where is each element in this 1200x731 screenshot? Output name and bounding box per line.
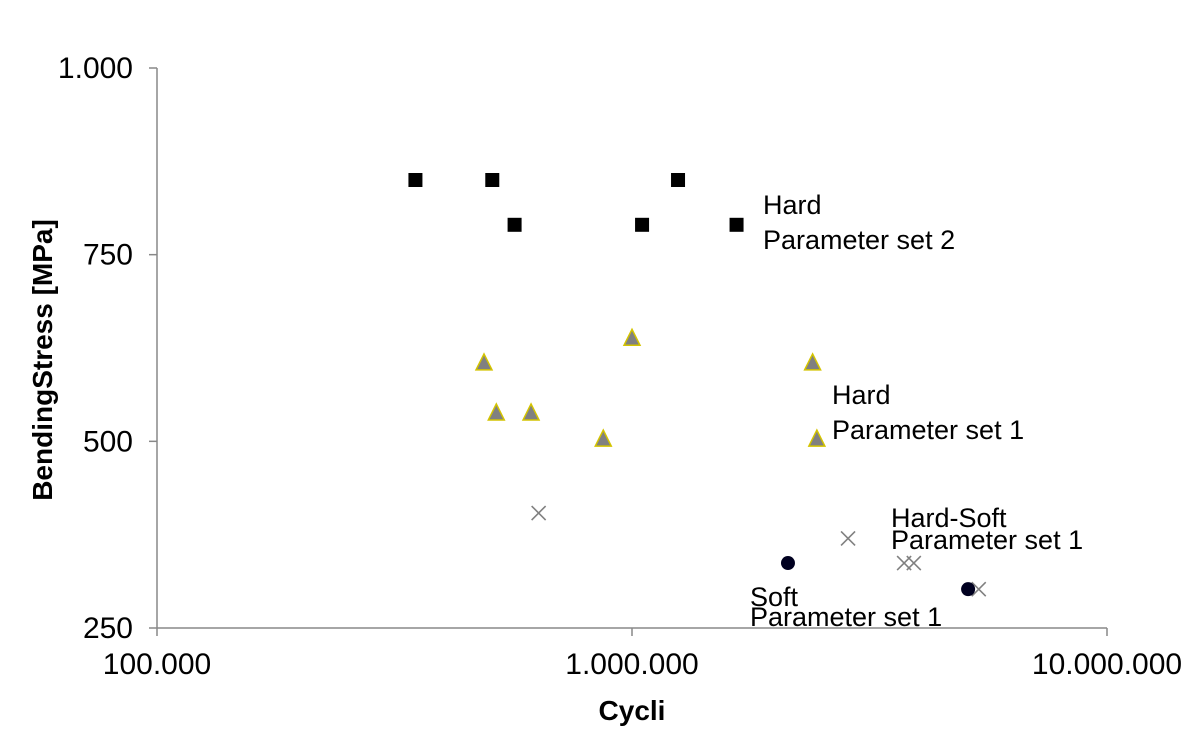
x-tick-label: 10.000.000: [1032, 648, 1182, 681]
square-point: [507, 217, 522, 232]
triangle-point: [594, 428, 613, 447]
y-tick-label: 750: [83, 239, 133, 272]
triangle-point: [521, 402, 541, 421]
triangle-point: [622, 327, 642, 347]
circle-point: [961, 582, 976, 597]
annotation-label: Hard: [763, 190, 822, 220]
annotation-label: Hard-Soft: [891, 503, 1007, 533]
triangle-point: [487, 402, 506, 421]
square-point: [485, 173, 500, 187]
x-axis-ticks: 100.000 1.000.000 10.000.000: [103, 628, 1182, 681]
y-axis-title: BendingStress [MPa]: [27, 219, 58, 501]
x-point: [840, 530, 856, 546]
triangle-point: [803, 352, 822, 371]
x-point: [971, 581, 987, 597]
square-point: [729, 217, 744, 232]
x-point: [531, 505, 547, 521]
y-tick-label: 250: [83, 612, 133, 645]
annotation-label: Parameter set 1: [891, 525, 1083, 555]
annotation-label: Parameter set 1: [750, 602, 942, 632]
x-tick-label: 1.000.000: [565, 648, 698, 681]
circle-point: [780, 556, 795, 571]
annotation-label: Parameter set 2: [763, 225, 955, 255]
y-tick-label: 500: [83, 425, 133, 458]
y-tick-label: 1.000: [58, 52, 133, 85]
x-tick-label: 100.000: [103, 648, 211, 681]
triangle-point: [474, 352, 494, 371]
data-points: [408, 173, 987, 597]
y-axis-ticks: 250 500 750 1.000: [58, 52, 157, 645]
x-axis-title: Cycli: [599, 695, 666, 726]
triangle-point: [807, 428, 827, 447]
annotation-label: Soft: [750, 582, 799, 612]
square-point: [635, 217, 650, 232]
x-point: [906, 555, 922, 571]
square-point: [671, 173, 686, 187]
square-point: [408, 173, 423, 187]
annotation-label: Parameter set 1: [832, 415, 1024, 445]
annotation-label: Hard: [832, 380, 891, 410]
